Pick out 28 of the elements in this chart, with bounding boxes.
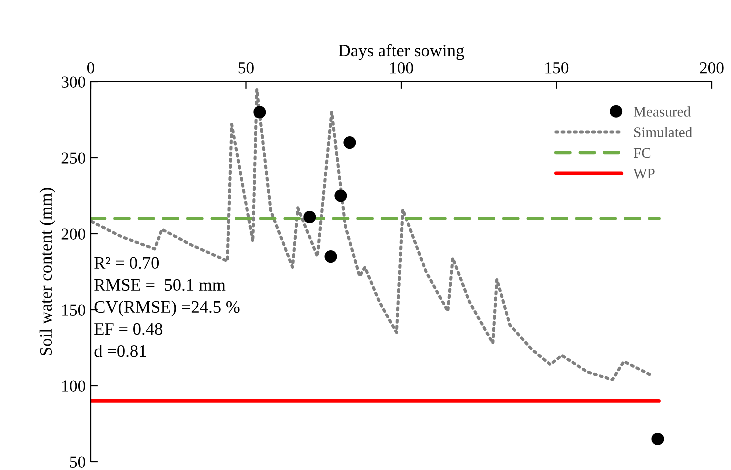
x-axis-title: Days after sowing <box>338 44 464 60</box>
annotation: d =0.81 <box>94 344 146 358</box>
point <box>304 211 316 224</box>
y-axis-title: Soil water content (mm) <box>40 188 56 356</box>
y-tick-label: 50 <box>70 456 86 468</box>
annotation: EF = 0.48 <box>94 323 163 336</box>
y-tick-label: 250 <box>62 152 86 164</box>
legend-label: Simulated <box>634 127 692 138</box>
x-tick-label: 150 <box>546 62 569 74</box>
y-tick-label: 300 <box>62 76 86 88</box>
legend-label: Measured <box>634 106 691 117</box>
annotation: RMSE = 50.1 mm <box>94 279 226 292</box>
x-tick-label: 50 <box>238 62 254 74</box>
point <box>254 106 266 119</box>
annotation: R² = 0.70 <box>94 257 160 270</box>
point <box>324 250 338 264</box>
point <box>652 432 664 446</box>
x-tick-label: 200 <box>700 62 724 74</box>
point <box>334 190 348 202</box>
x-tick-label: 0 <box>87 62 95 74</box>
y-tick-label: 150 <box>62 304 86 316</box>
y-tick-label: 100 <box>62 380 86 392</box>
legend-label: WP <box>634 169 655 179</box>
annotation: CV(RMSE) =24.5 % <box>94 300 240 317</box>
x-tick-label: 100 <box>390 62 414 74</box>
point <box>344 136 356 150</box>
y-tick-label: 200 <box>62 228 86 240</box>
legend-label: FC <box>634 148 651 158</box>
